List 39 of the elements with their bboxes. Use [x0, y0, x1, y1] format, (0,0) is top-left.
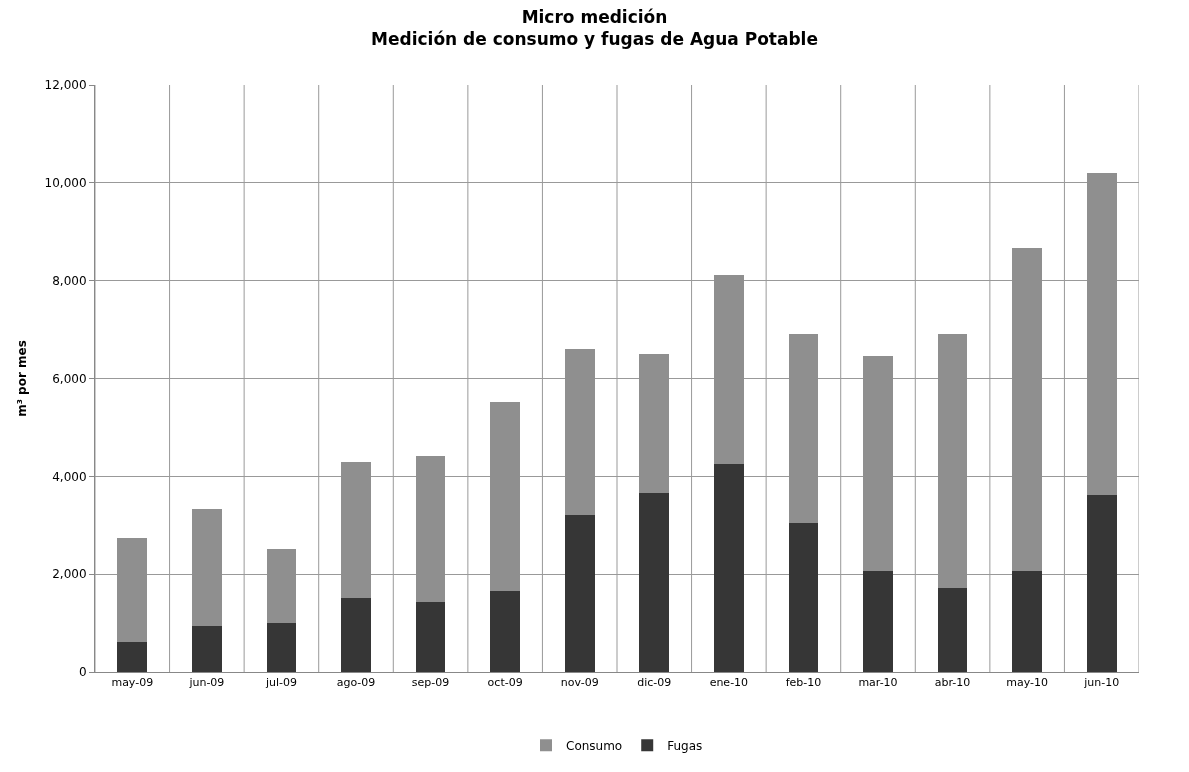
bar [788, 522, 819, 672]
bar [564, 514, 595, 672]
y-tick-label: 12,000 [44, 78, 87, 93]
x-tick-label: mar-10 [858, 676, 898, 690]
bar [117, 641, 148, 672]
bar [341, 598, 371, 672]
x-tick-label: dic-09 [637, 676, 672, 690]
x-tick-label: ago-09 [336, 676, 376, 690]
x-tick-label: jun-10 [1083, 676, 1120, 690]
x-tick-label: jul-09 [264, 676, 297, 690]
x-tick-label: oct-09 [487, 676, 523, 690]
x-tick-label: jun-09 [188, 676, 225, 690]
y-axis-title: m³ por mes [14, 340, 29, 417]
x-tick-label: ene-10 [709, 676, 749, 690]
y-tick-label: 10,000 [44, 176, 87, 191]
y-tick-label: 8,000 [52, 273, 87, 288]
bar [639, 493, 670, 672]
y-tick-label: 0 [78, 665, 87, 680]
y-tick-label: 4,000 [52, 469, 87, 484]
x-tick-label: nov-09 [560, 676, 599, 690]
legend-label: Fugas [667, 738, 703, 753]
bar [713, 463, 744, 672]
legend-label: Consumo [566, 738, 623, 753]
chart-title: Micro medición Medición de consumo y fugas de Agua Potable [371, 7, 818, 50]
bar [937, 587, 968, 672]
bar [1012, 570, 1043, 672]
bar [266, 623, 297, 672]
bar [191, 626, 222, 672]
x-tick-label: may-09 [111, 676, 154, 690]
y-tick-label: 6,000 [52, 371, 87, 386]
bar [415, 601, 446, 672]
x-tick-label: may-10 [1006, 676, 1049, 690]
bar [490, 590, 521, 672]
x-tick-label: sep-09 [411, 676, 450, 690]
x-tick-label: feb-10 [785, 676, 822, 690]
y-tick-label: 2,000 [52, 567, 87, 582]
bar [863, 570, 893, 672]
x-tick-label: abr-10 [934, 676, 971, 690]
bar [1086, 494, 1117, 672]
